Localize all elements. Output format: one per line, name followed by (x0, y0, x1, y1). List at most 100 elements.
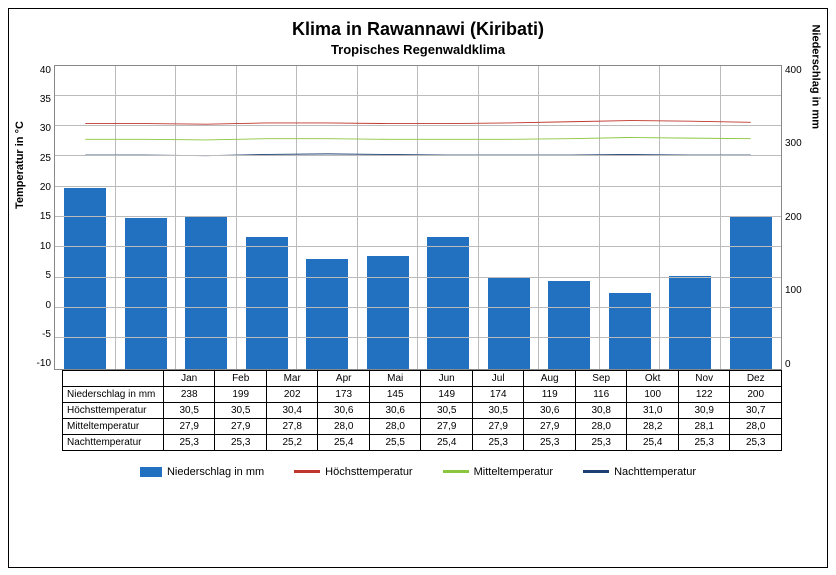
y-axis-right-label: Niederschlag in mm (810, 24, 822, 129)
row-label: Mitteltemperatur (63, 418, 164, 434)
month-header: Aug (524, 370, 576, 386)
y-left-tick: 25 (27, 153, 51, 164)
high-line (85, 120, 751, 124)
gridline (55, 125, 781, 126)
table-cell: 238 (163, 386, 215, 402)
row-label: Höchsttemperatur (63, 402, 164, 418)
table-cell: 100 (627, 386, 679, 402)
plot-area (54, 65, 782, 370)
table-cell: 28,0 (730, 418, 782, 434)
table-cell: 30,9 (678, 402, 730, 418)
gridline (55, 246, 781, 247)
table-cell: 25,5 (369, 434, 421, 450)
y-right-tick: 200 (785, 212, 809, 223)
y-right-tick: 100 (785, 285, 809, 296)
row-label: Nachttemperatur (63, 434, 164, 450)
gridline (55, 95, 781, 96)
legend-swatch (443, 470, 469, 473)
table-cell: 27,9 (215, 418, 267, 434)
table-cell: 25,4 (421, 434, 473, 450)
y-left-tick: 15 (27, 211, 51, 222)
table-row: Mitteltemperatur27,927,927,828,028,027,9… (63, 418, 782, 434)
table-cell: 25,3 (575, 434, 627, 450)
y-left-tick: -10 (27, 358, 51, 369)
table-cell: 30,6 (524, 402, 576, 418)
data-table: JanFebMarAprMaiJunJulAugSepOktNovDezNied… (62, 370, 782, 451)
legend-swatch (583, 470, 609, 473)
gridline (55, 277, 781, 278)
month-header: Apr (318, 370, 370, 386)
plot-wrap: 40 35 30 25 20 15 10 5 0 -5 -10 400 300 200 100 0 (24, 65, 812, 370)
y-left-tick: 40 (27, 65, 51, 76)
lines-layer (55, 66, 781, 369)
gridline (55, 216, 781, 217)
table-cell: 30,5 (163, 402, 215, 418)
month-header: Jul (472, 370, 524, 386)
gridline (55, 155, 781, 156)
table-cell: 27,9 (421, 418, 473, 434)
table-cell: 27,8 (266, 418, 318, 434)
month-header: Jun (421, 370, 473, 386)
table-corner (63, 370, 164, 386)
table-cell: 200 (730, 386, 782, 402)
mean-line (85, 137, 751, 139)
table-cell: 28,0 (575, 418, 627, 434)
table-cell: 30,5 (215, 402, 267, 418)
y-left-tick: 30 (27, 123, 51, 134)
table-cell: 25,3 (678, 434, 730, 450)
y-right-tick: 0 (785, 359, 809, 370)
table-cell: 28,1 (678, 418, 730, 434)
month-header: Jan (163, 370, 215, 386)
y-left-tick: 35 (27, 94, 51, 105)
table-cell: 173 (318, 386, 370, 402)
month-header: Mar (266, 370, 318, 386)
table-cell: 25,3 (730, 434, 782, 450)
table-cell: 30,6 (318, 402, 370, 418)
row-label: Niederschlag in mm (63, 386, 164, 402)
table-row: Nachttemperatur25,325,325,225,425,525,42… (63, 434, 782, 450)
y-right-tick: 300 (785, 138, 809, 149)
legend-label: Niederschlag in mm (167, 466, 264, 478)
table-cell: 116 (575, 386, 627, 402)
y-left-tick: -5 (27, 329, 51, 340)
table-cell: 28,0 (318, 418, 370, 434)
table-cell: 202 (266, 386, 318, 402)
table-cell: 30,5 (421, 402, 473, 418)
legend-item: Mitteltemperatur (443, 466, 553, 478)
legend-item: Nachttemperatur (583, 466, 696, 478)
table-cell: 25,3 (524, 434, 576, 450)
table-cell: 25,3 (215, 434, 267, 450)
y-axis-left-label: Temperatur in °C (14, 121, 26, 209)
month-header: Nov (678, 370, 730, 386)
table-cell: 25,4 (318, 434, 370, 450)
legend-swatch (140, 467, 162, 477)
legend-label: Nachttemperatur (614, 466, 696, 478)
table-cell: 30,4 (266, 402, 318, 418)
chart-subtitle: Tropisches Regenwaldklima (24, 42, 812, 57)
table-cell: 28,0 (369, 418, 421, 434)
table-header-row: JanFebMarAprMaiJunJulAugSepOktNovDez (63, 370, 782, 386)
table-cell: 30,5 (472, 402, 524, 418)
y-axis-left-ticks: 4035302520151050-5-10 (24, 65, 54, 370)
y-axis-right-ticks: 400 300 200 100 0 (782, 65, 812, 370)
y-right-tick: 400 (785, 65, 809, 76)
table-cell: 199 (215, 386, 267, 402)
gridline (55, 307, 781, 308)
chart-title: Klima in Rawannawi (Kiribati) (24, 19, 812, 40)
table-cell: 27,9 (524, 418, 576, 434)
month-header: Feb (215, 370, 267, 386)
month-header: Sep (575, 370, 627, 386)
legend: Niederschlag in mmHöchsttemperaturMittel… (24, 466, 812, 478)
y-left-tick: 20 (27, 182, 51, 193)
table-cell: 27,9 (163, 418, 215, 434)
month-header: Mai (369, 370, 421, 386)
y-left-tick: 5 (27, 270, 51, 281)
legend-label: Mitteltemperatur (474, 466, 553, 478)
y-left-tick: 10 (27, 241, 51, 252)
table-cell: 25,2 (266, 434, 318, 450)
table-cell: 145 (369, 386, 421, 402)
table-row: Höchsttemperatur30,530,530,430,630,630,5… (63, 402, 782, 418)
table-cell: 122 (678, 386, 730, 402)
legend-item: Niederschlag in mm (140, 466, 264, 478)
gridline (55, 186, 781, 187)
